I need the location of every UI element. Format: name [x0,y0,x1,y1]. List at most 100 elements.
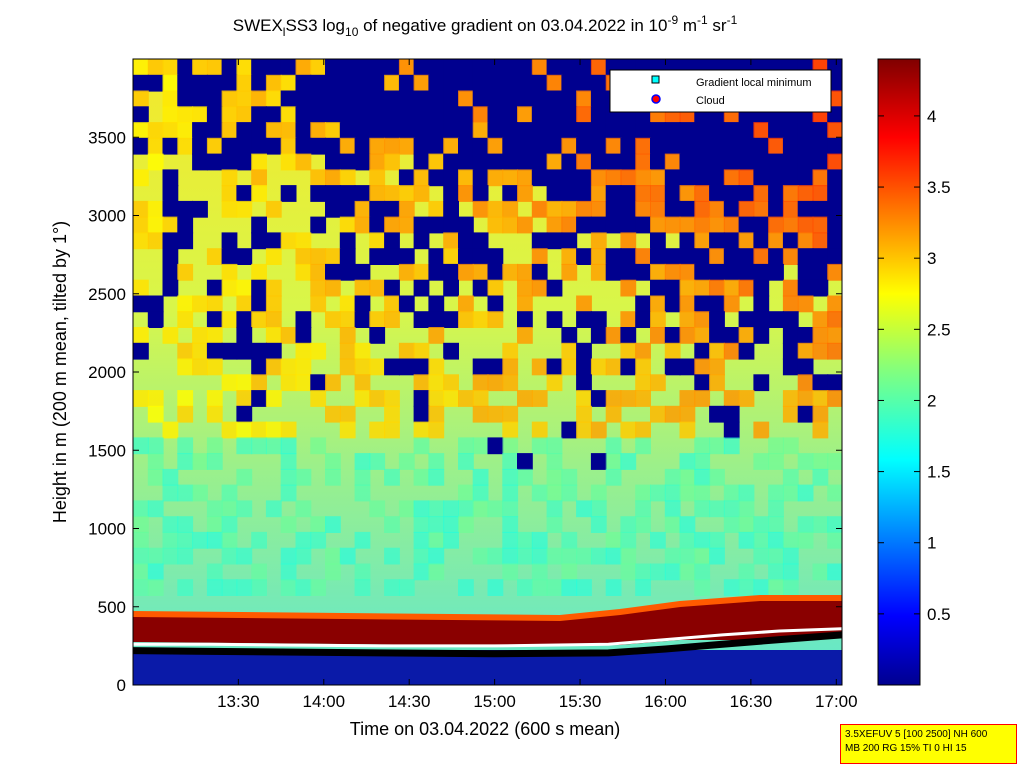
heatmap-cell [531,563,548,581]
heatmap-cell [251,153,267,171]
heatmap-cell [487,295,504,313]
heatmap-cell [590,153,607,171]
heatmap-cell [738,579,755,596]
heatmap-cell [458,500,474,518]
heatmap-cell [236,374,253,392]
heatmap-cell [487,106,504,124]
heatmap-cell [325,547,341,565]
heatmap-cell [723,216,740,234]
heatmap-cell [679,216,696,234]
legend: Gradient local minimum Cloud [609,69,832,113]
heatmap-cell [782,279,799,297]
heatmap-cell [398,185,415,202]
heatmap-cell [709,169,725,187]
info-box: 3.5XEFUV 5 [100 2500] NH 600 MB 200 RG 1… [840,724,1017,764]
heatmap-cell [236,122,253,139]
heatmap-cell [531,90,548,108]
heatmap-cell [369,421,386,439]
heatmap-cell [723,484,740,502]
heatmap-cell [221,200,238,218]
heatmap-cell [517,295,533,313]
heatmap-cell [723,248,740,265]
heatmap-cell [472,74,489,92]
heatmap-cell [384,232,400,250]
heatmap-cell [709,531,725,549]
heatmap-cell [546,59,563,76]
heatmap-cell [768,185,784,202]
heatmap-cell [325,516,341,533]
heatmap-cell [369,90,386,108]
colorbar-ticks: 0.5 1 1.5 2 2.5 3 3.5 4 [878,107,951,624]
heatmap-cell [517,468,533,486]
heatmap-cell [384,200,400,218]
heatmap-cell [605,137,622,155]
heatmap-cell [398,579,415,596]
heatmap-cell [546,106,563,124]
heatmap-cell [251,106,267,124]
heatmap-cell [443,122,459,139]
heatmap-cell [635,216,651,234]
heatmap-cell [723,437,740,455]
heatmap-cell [384,311,400,328]
heatmap-cell [192,153,208,171]
heatmap-cell [664,200,681,218]
heatmap-cell [428,106,445,124]
heatmap-cell [162,122,179,139]
heatmap-cell [738,216,755,234]
heatmap-cell [384,516,400,533]
heatmap-cell [133,327,149,344]
heatmap-cell [280,90,297,108]
heatmap-cell [206,579,223,596]
heatmap-cell [561,484,578,502]
heatmap-cell [443,200,459,218]
heatmap-cell [280,137,297,155]
heatmap-cell [265,421,282,439]
heatmap-cell [635,563,651,581]
colorbar-tick-label: 1.5 [927,463,951,482]
heatmap-cell [546,484,563,502]
heatmap-cell [620,563,637,581]
heatmap-cell [458,232,474,250]
heatmap-cell [236,311,253,328]
heatmap-cell [709,200,725,218]
heatmap-cell [472,200,489,218]
colorbar-tick-label: 2.5 [927,320,951,339]
heatmap-cell [782,342,799,360]
heatmap-cell [295,579,312,596]
heatmap-cell [369,122,386,139]
heatmap-cell [738,390,755,407]
heatmap-cell [679,405,696,423]
heatmap-cell [251,295,267,313]
heatmap-cell [162,484,179,502]
heatmap-cell [827,248,842,265]
heatmap-cell [812,468,829,486]
heatmap-cell [354,311,371,328]
heatmap-cell [162,216,179,234]
heatmap-cell [413,547,430,565]
heatmap-cell [664,263,681,281]
y-tick-label: 0 [117,676,126,695]
heatmap-cell [354,531,371,549]
heatmap-cell [531,169,548,187]
heatmap-cell [251,579,267,596]
heatmap-cell [797,531,814,549]
heatmap-cell [162,421,179,439]
heatmap-cell [797,137,814,155]
heatmap-cell [354,484,371,502]
heatmap-cell [280,579,297,596]
heatmap-cell [782,295,799,313]
heatmap-cell [723,153,740,171]
heatmap-cell [561,248,578,265]
heatmap-cell [561,579,578,596]
heatmap-cell [221,579,238,596]
heatmap-cell [192,453,208,470]
heatmap-cell [265,74,282,92]
heatmap-cell [428,516,445,533]
heatmap-cell [561,74,578,92]
heatmap-cell [310,516,327,533]
heatmap-cell [398,200,415,218]
heatmap-cell [339,74,356,92]
heatmap-cell [517,106,533,124]
heatmap-cell [517,153,533,171]
heatmap-cell [723,579,740,596]
